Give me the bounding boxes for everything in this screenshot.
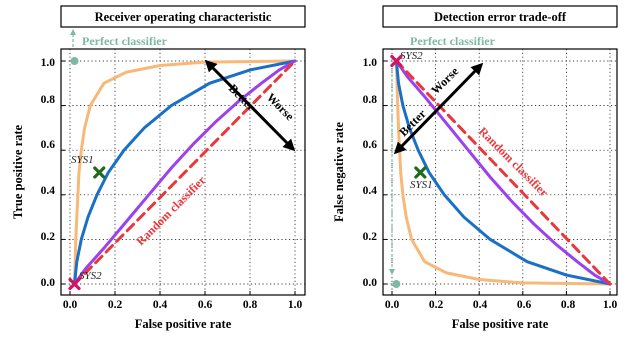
roc-worse-label: Worse [264,90,297,123]
det-xtick-2: 0.4 [473,299,488,311]
roc-xtick-0: 0.0 [63,299,78,311]
roc-ytick-0: 0.0 [41,277,56,289]
roc-panel: Receiver operating characteristic 0.0 0.… [11,5,306,331]
roc-title: Receiver operating characteristic [95,10,272,24]
roc-ytick-2: 0.4 [41,185,56,197]
det-x-axis-label: False positive rate [452,317,549,331]
det-plot-frame [382,48,618,296]
det-ytick-1: 0.2 [363,231,378,243]
roc-y-axis-label: True positive rate [11,124,25,219]
roc-xtick-2: 0.4 [153,299,168,311]
det-xtick-4: 0.8 [561,299,576,311]
det-xtick-0: 0.0 [385,299,400,311]
roc-series [73,59,297,286]
det-ytick-3: 0.6 [363,139,378,151]
roc-plot-frame [60,48,306,296]
det-random-label: Random classifier [476,124,552,200]
det-perfect-label: Perfect classifier [410,34,496,48]
det-series [394,59,612,286]
det-xtick-5: 1.0 [603,299,618,311]
det-ytick-4: 0.8 [363,94,378,106]
roc-xtick-1: 0.2 [108,299,123,311]
det-ytick-5: 1.0 [363,57,378,69]
det-title-box [382,5,618,28]
roc-point-sys1 [93,166,106,179]
det-sys1-label: SYS1 [410,179,433,191]
roc-point-sys2 [68,277,81,291]
roc-sys1-label: SYS1 [71,154,94,166]
det-point-perfect-classifier [392,280,401,288]
roc-sys2-label: SYS2 [79,270,102,282]
det-title: Detection error trade-off [434,10,567,24]
roc-ytick-5: 1.0 [41,57,56,69]
det-worse-label: Worse [428,64,461,97]
det-xtick-3: 0.6 [517,299,532,311]
roc-series-orange-line [73,59,297,286]
roc-ytick-1: 0.2 [41,231,56,243]
det-points [390,54,427,288]
det-ytick-0: 0.0 [363,277,378,289]
roc-title-box [60,5,306,28]
det-ticks [383,60,611,295]
det-point-sys2 [390,54,403,68]
roc-ytick-4: 0.8 [41,94,56,106]
det-panel: Detection error trade-off 0.0 0.2 0.4 0.… [332,5,618,331]
roc-x-axis-label: False positive rate [135,317,232,331]
det-xtick-1: 0.2 [429,299,444,311]
det-ytick-2: 0.4 [363,185,378,197]
roc-points [68,57,106,291]
roc-grid [61,49,305,295]
roc-perfect-label: Perfect classifier [82,34,168,48]
det-y-axis-label: False negative rate [332,122,346,222]
roc-point-perfect-classifier [70,57,79,65]
det-sys2-label: SYS2 [400,50,423,62]
roc-ytick-3: 0.6 [41,139,56,151]
roc-xtick-3: 0.6 [198,299,213,311]
roc-xtick-5: 1.0 [288,299,303,311]
roc-ticks [61,60,296,295]
det-point-sys1 [414,166,427,179]
roc-xtick-4: 0.8 [243,299,258,311]
det-better-worse-arrow [393,62,484,155]
roc-better-worse-arrow [204,59,296,152]
roc-random-label: Random classifier [133,172,209,248]
